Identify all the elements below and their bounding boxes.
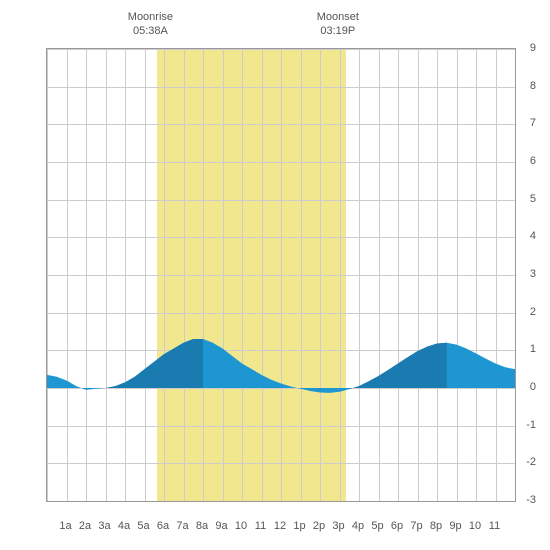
y-axis: -3-2-10123456789 bbox=[516, 48, 540, 500]
y-tick-label: 4 bbox=[530, 230, 536, 242]
y-tick-label: 2 bbox=[530, 306, 536, 318]
gridline-h bbox=[47, 501, 515, 502]
y-tick-label: 6 bbox=[530, 155, 536, 167]
tide-area bbox=[47, 49, 515, 501]
x-tick-label: 2a bbox=[79, 520, 91, 532]
moonrise-time: 05:38A bbox=[128, 24, 173, 38]
chart-header: Moonrise 05:38A Moonset 03:19P bbox=[10, 10, 540, 48]
moonset-time: 03:19P bbox=[317, 24, 359, 38]
y-tick-label: 5 bbox=[530, 193, 536, 205]
x-tick-label: 4p bbox=[352, 520, 364, 532]
y-tick-label: 9 bbox=[530, 42, 536, 54]
x-tick-label: 7p bbox=[410, 520, 422, 532]
x-tick-label: 6p bbox=[391, 520, 403, 532]
x-tick-label: 5a bbox=[137, 520, 149, 532]
moonset-title: Moonset bbox=[317, 10, 359, 24]
plot-area bbox=[46, 48, 516, 502]
y-tick-label: 1 bbox=[530, 343, 536, 355]
x-axis: 1a 2a 3a 4a 5a 6a 7a 8a 9a 10 11 12 1p 2p 3p 4p 5p 6p 7p 8p… bbox=[46, 506, 514, 540]
x-tick-label: 2p bbox=[313, 520, 325, 532]
x-tick-label: 12 bbox=[274, 520, 286, 532]
x-tick-label: 3p bbox=[332, 520, 344, 532]
x-tick-label: 10 bbox=[235, 520, 247, 532]
x-tick-label: 8p bbox=[430, 520, 442, 532]
x-tick-label: 1a bbox=[59, 520, 71, 532]
y-tick-label: 8 bbox=[530, 80, 536, 92]
x-tick-label: 11 bbox=[489, 520, 500, 532]
x-tick-label: 3a bbox=[98, 520, 110, 532]
y-tick-label: 3 bbox=[530, 268, 536, 280]
y-tick-label: -1 bbox=[526, 419, 536, 431]
x-tick-label: 8a bbox=[196, 520, 208, 532]
y-tick-label: 7 bbox=[530, 117, 536, 129]
y-tick-label: 0 bbox=[530, 381, 536, 393]
x-tick-label: 9p bbox=[449, 520, 461, 532]
y-tick-label: -2 bbox=[526, 456, 536, 468]
x-tick-label: 10 bbox=[469, 520, 481, 532]
tide-chart: Moonrise 05:38A Moonset 03:19P -3-2-1012… bbox=[10, 10, 540, 540]
moonset-label: Moonset 03:19P bbox=[317, 10, 359, 39]
moonrise-label: Moonrise 05:38A bbox=[128, 10, 173, 39]
x-tick-label: 4a bbox=[118, 520, 130, 532]
moonrise-title: Moonrise bbox=[128, 10, 173, 24]
y-tick-label: -3 bbox=[526, 494, 536, 506]
x-tick-label: 1p bbox=[293, 520, 305, 532]
x-tick-label: 5p bbox=[371, 520, 383, 532]
x-tick-label: 11 bbox=[255, 520, 266, 532]
x-tick-label: 9a bbox=[215, 520, 227, 532]
x-tick-label: 6a bbox=[157, 520, 169, 532]
x-tick-label: 7a bbox=[176, 520, 188, 532]
